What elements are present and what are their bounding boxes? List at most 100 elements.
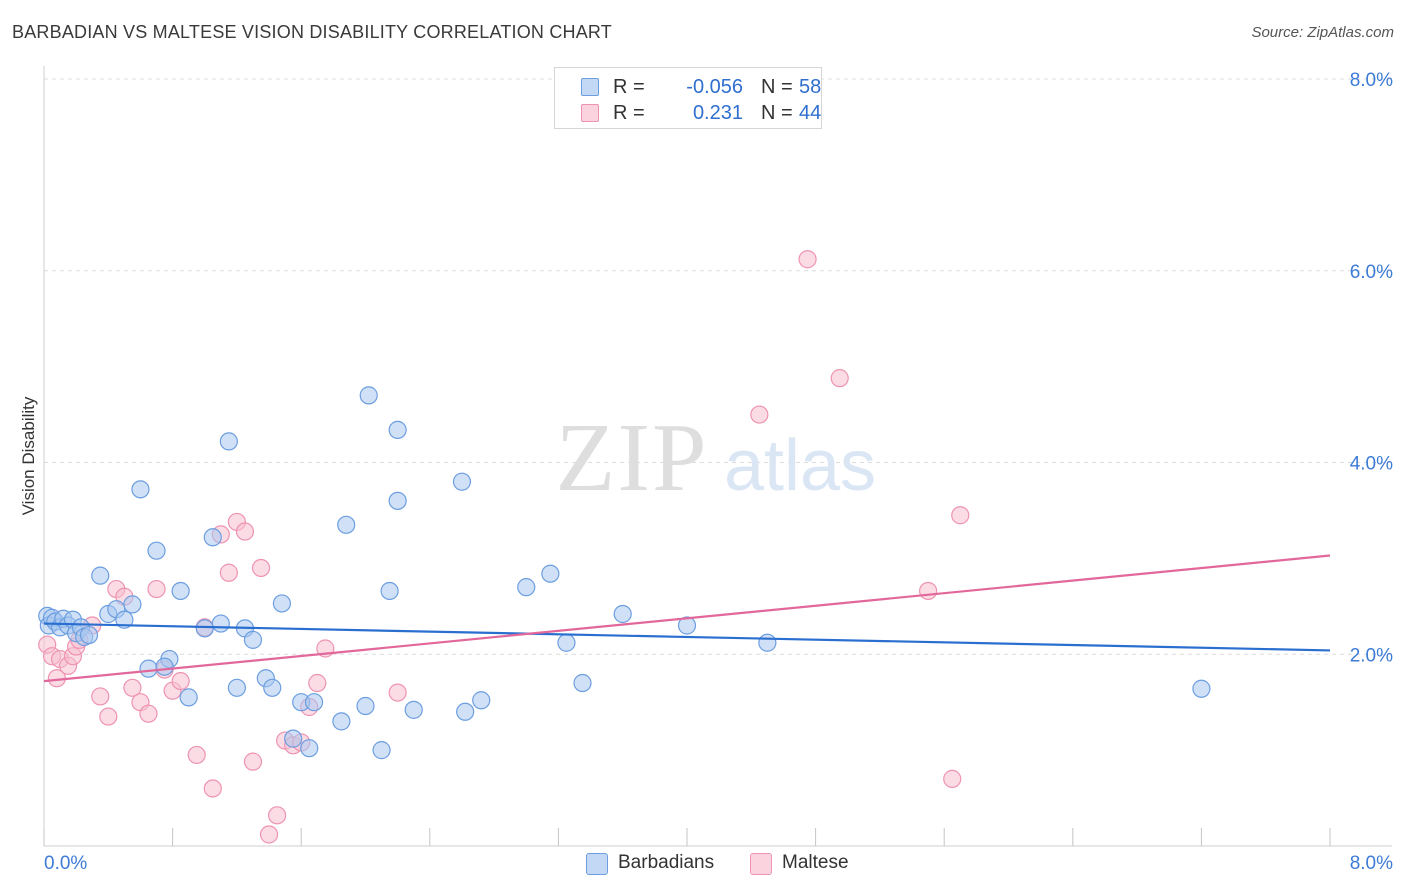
axes [43,66,1392,847]
barbadians-points [38,386,1211,760]
maltese-point [203,779,222,798]
maltese-point [123,678,142,697]
barbadians-point [123,595,142,614]
maltese-point [219,563,238,582]
legend-r-label: R = [613,76,645,98]
barbadians-point [211,614,230,633]
barbadians-point [171,581,190,601]
watermark-atlas: atlas [724,426,876,506]
maltese-point [243,752,263,771]
x-tick-labels: 0.0% 8.0% [44,853,1393,874]
legend-swatch-blue [586,853,608,875]
maltese-point [943,769,962,788]
maltese-point [919,581,938,601]
chart-title: BARBADIAN VS MALTESE VISION DISABILITY C… [12,22,613,42]
y-tick-label: 2.0% [1350,645,1393,666]
maltese-point [171,671,190,691]
barbadians-trend-line [43,622,1331,652]
legend-swatch-pink [581,104,599,122]
y-tick-label: 4.0% [1350,454,1393,475]
trend-lines [43,554,1331,683]
barbadians-point [372,741,391,760]
legend-label-maltese: Maltese [782,852,849,873]
legend-r-value: -0.056 [686,76,743,98]
watermark: ZIP atlas [556,404,877,512]
barbadians-point [332,712,351,731]
legend-swatch-pink [750,853,772,875]
barbadians-point [147,541,166,560]
barbadians-point [227,678,246,697]
maltese-point [235,522,255,541]
barbadians-point [179,688,198,707]
legend-n-label: N = [761,76,793,98]
x-tick-label: 0.0% [44,853,87,874]
barbadians-point [758,633,777,652]
legend-n-value: 58 [799,76,822,98]
maltese-point [99,707,118,726]
barbadians-point [263,678,282,697]
barbadians-point [677,616,697,635]
legend-label-barbadians: Barbadians [618,852,715,873]
barbadians-point [541,564,560,583]
barbadians-point [139,659,158,678]
barbadians-point [456,702,475,721]
y-tick-label: 8.0% [1350,70,1393,91]
barbadians-point [115,610,134,629]
barbadians-point [472,691,491,710]
maltese-point [388,683,407,702]
barbadians-point [1192,679,1211,698]
barbadians-point [452,472,472,491]
y-axis-label: Vision Disability [19,396,38,515]
maltese-point [267,806,287,825]
barbadians-point [404,700,423,719]
barbadians-point [337,515,356,534]
legend-swatch-blue [581,78,599,96]
y-tick-label: 6.0% [1350,262,1393,283]
legend-n-value: 44 [799,102,822,124]
barbadians-point [300,739,319,758]
source-label: Source: ZipAtlas.com [1251,24,1394,41]
grid-lines [44,78,1392,655]
x-tick-label: 8.0% [1350,853,1393,874]
barbadians-point [155,657,174,676]
barbadians-point [131,480,150,499]
maltese-point [308,673,327,693]
maltese-point [259,825,279,844]
maltese-points [38,250,970,844]
maltese-point [251,558,271,578]
barbadians-point [195,619,214,638]
barbadians-point [356,696,375,716]
maltese-point [798,250,817,269]
maltese-point [91,687,110,706]
barbadians-point [573,673,592,693]
barbadians-point [380,581,399,601]
maltese-point [187,745,206,765]
barbadians-point [284,729,303,748]
maltese-point [147,579,166,599]
maltese-point [830,369,849,388]
barbadians-point [613,604,632,624]
barbadians-point [219,432,238,451]
barbadians-point [91,566,110,585]
barbadians-point [203,528,222,547]
barbadians-point [304,693,324,712]
maltese-point [750,405,769,424]
legend-n-label: N = [761,102,793,124]
correlation-legend: R = -0.056 N = 58 R = 0.231 N = 44 [554,67,822,129]
y-tick-labels: 2.0% 4.0% 6.0% 8.0% [1350,70,1393,666]
maltese-trend-line [43,554,1331,683]
barbadians-point [388,420,407,440]
watermark-zip: ZIP [556,404,709,512]
maltese-point [139,704,158,723]
maltese-point [951,506,970,525]
barbadians-point [557,633,576,652]
barbadians-point [79,625,99,645]
series-legend: Barbadians Maltese [0,852,1406,878]
barbadians-point [243,630,263,649]
legend-r-value: 0.231 [692,102,743,124]
barbadians-point [517,578,536,597]
barbadians-point [359,386,378,405]
barbadians-point [272,594,292,613]
legend-r-label: R = [613,102,645,124]
